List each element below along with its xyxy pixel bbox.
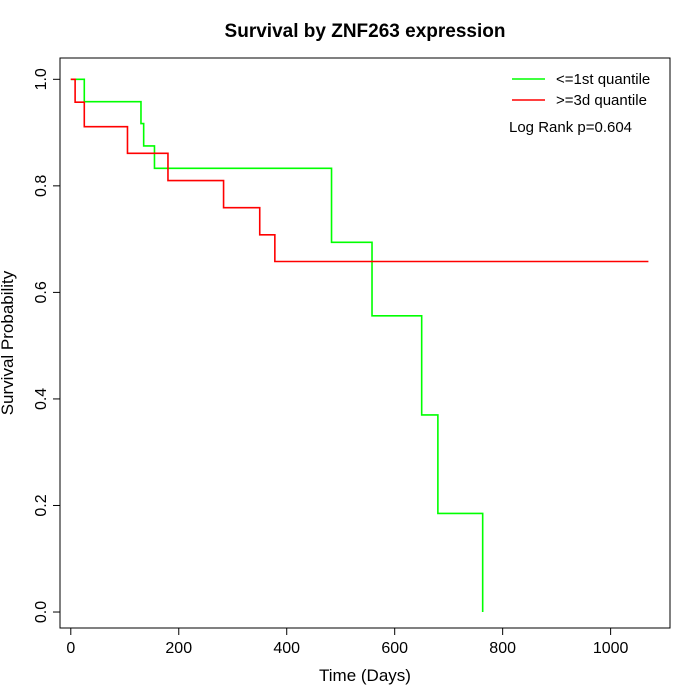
y-tick-label: 0.6 <box>33 281 50 303</box>
y-axis-label: Survival Probability <box>0 270 17 415</box>
plot-frame <box>59 57 671 629</box>
y-tick-label: 0.2 <box>33 494 50 516</box>
x-tick-label: 800 <box>489 640 516 657</box>
survival-curves <box>70 78 649 613</box>
y-tick-label: 0.8 <box>33 175 50 197</box>
y-tick-label: 0.0 <box>33 601 50 623</box>
chart-title: Survival by ZNF263 expression <box>225 21 506 42</box>
survival-curve-low-quantile <box>70 78 484 613</box>
x-tick-label: 200 <box>165 640 192 657</box>
legend-label-low-quantile: <=1st quantile <box>556 71 650 88</box>
legend: <=1st quantile >=3d quantile <box>512 71 650 109</box>
y-tick-label: 1.0 <box>33 68 50 90</box>
survival-curve-high-quantile <box>70 78 649 263</box>
x-axis-label: Time (Days) <box>319 666 411 685</box>
y-axis: 0.0 0.2 0.4 0.6 0.8 1.0 <box>33 68 61 623</box>
x-axis: 0 200 400 600 800 1000 <box>66 627 629 657</box>
y-tick-label: 0.4 <box>33 388 50 410</box>
x-tick-label: 1000 <box>593 640 629 657</box>
x-tick-label: 0 <box>66 640 75 657</box>
log-rank-annotation: Log Rank p=0.604 <box>509 119 632 136</box>
x-tick-label: 600 <box>381 640 408 657</box>
x-tick-label: 400 <box>273 640 300 657</box>
legend-label-high-quantile: >=3d quantile <box>556 92 647 109</box>
